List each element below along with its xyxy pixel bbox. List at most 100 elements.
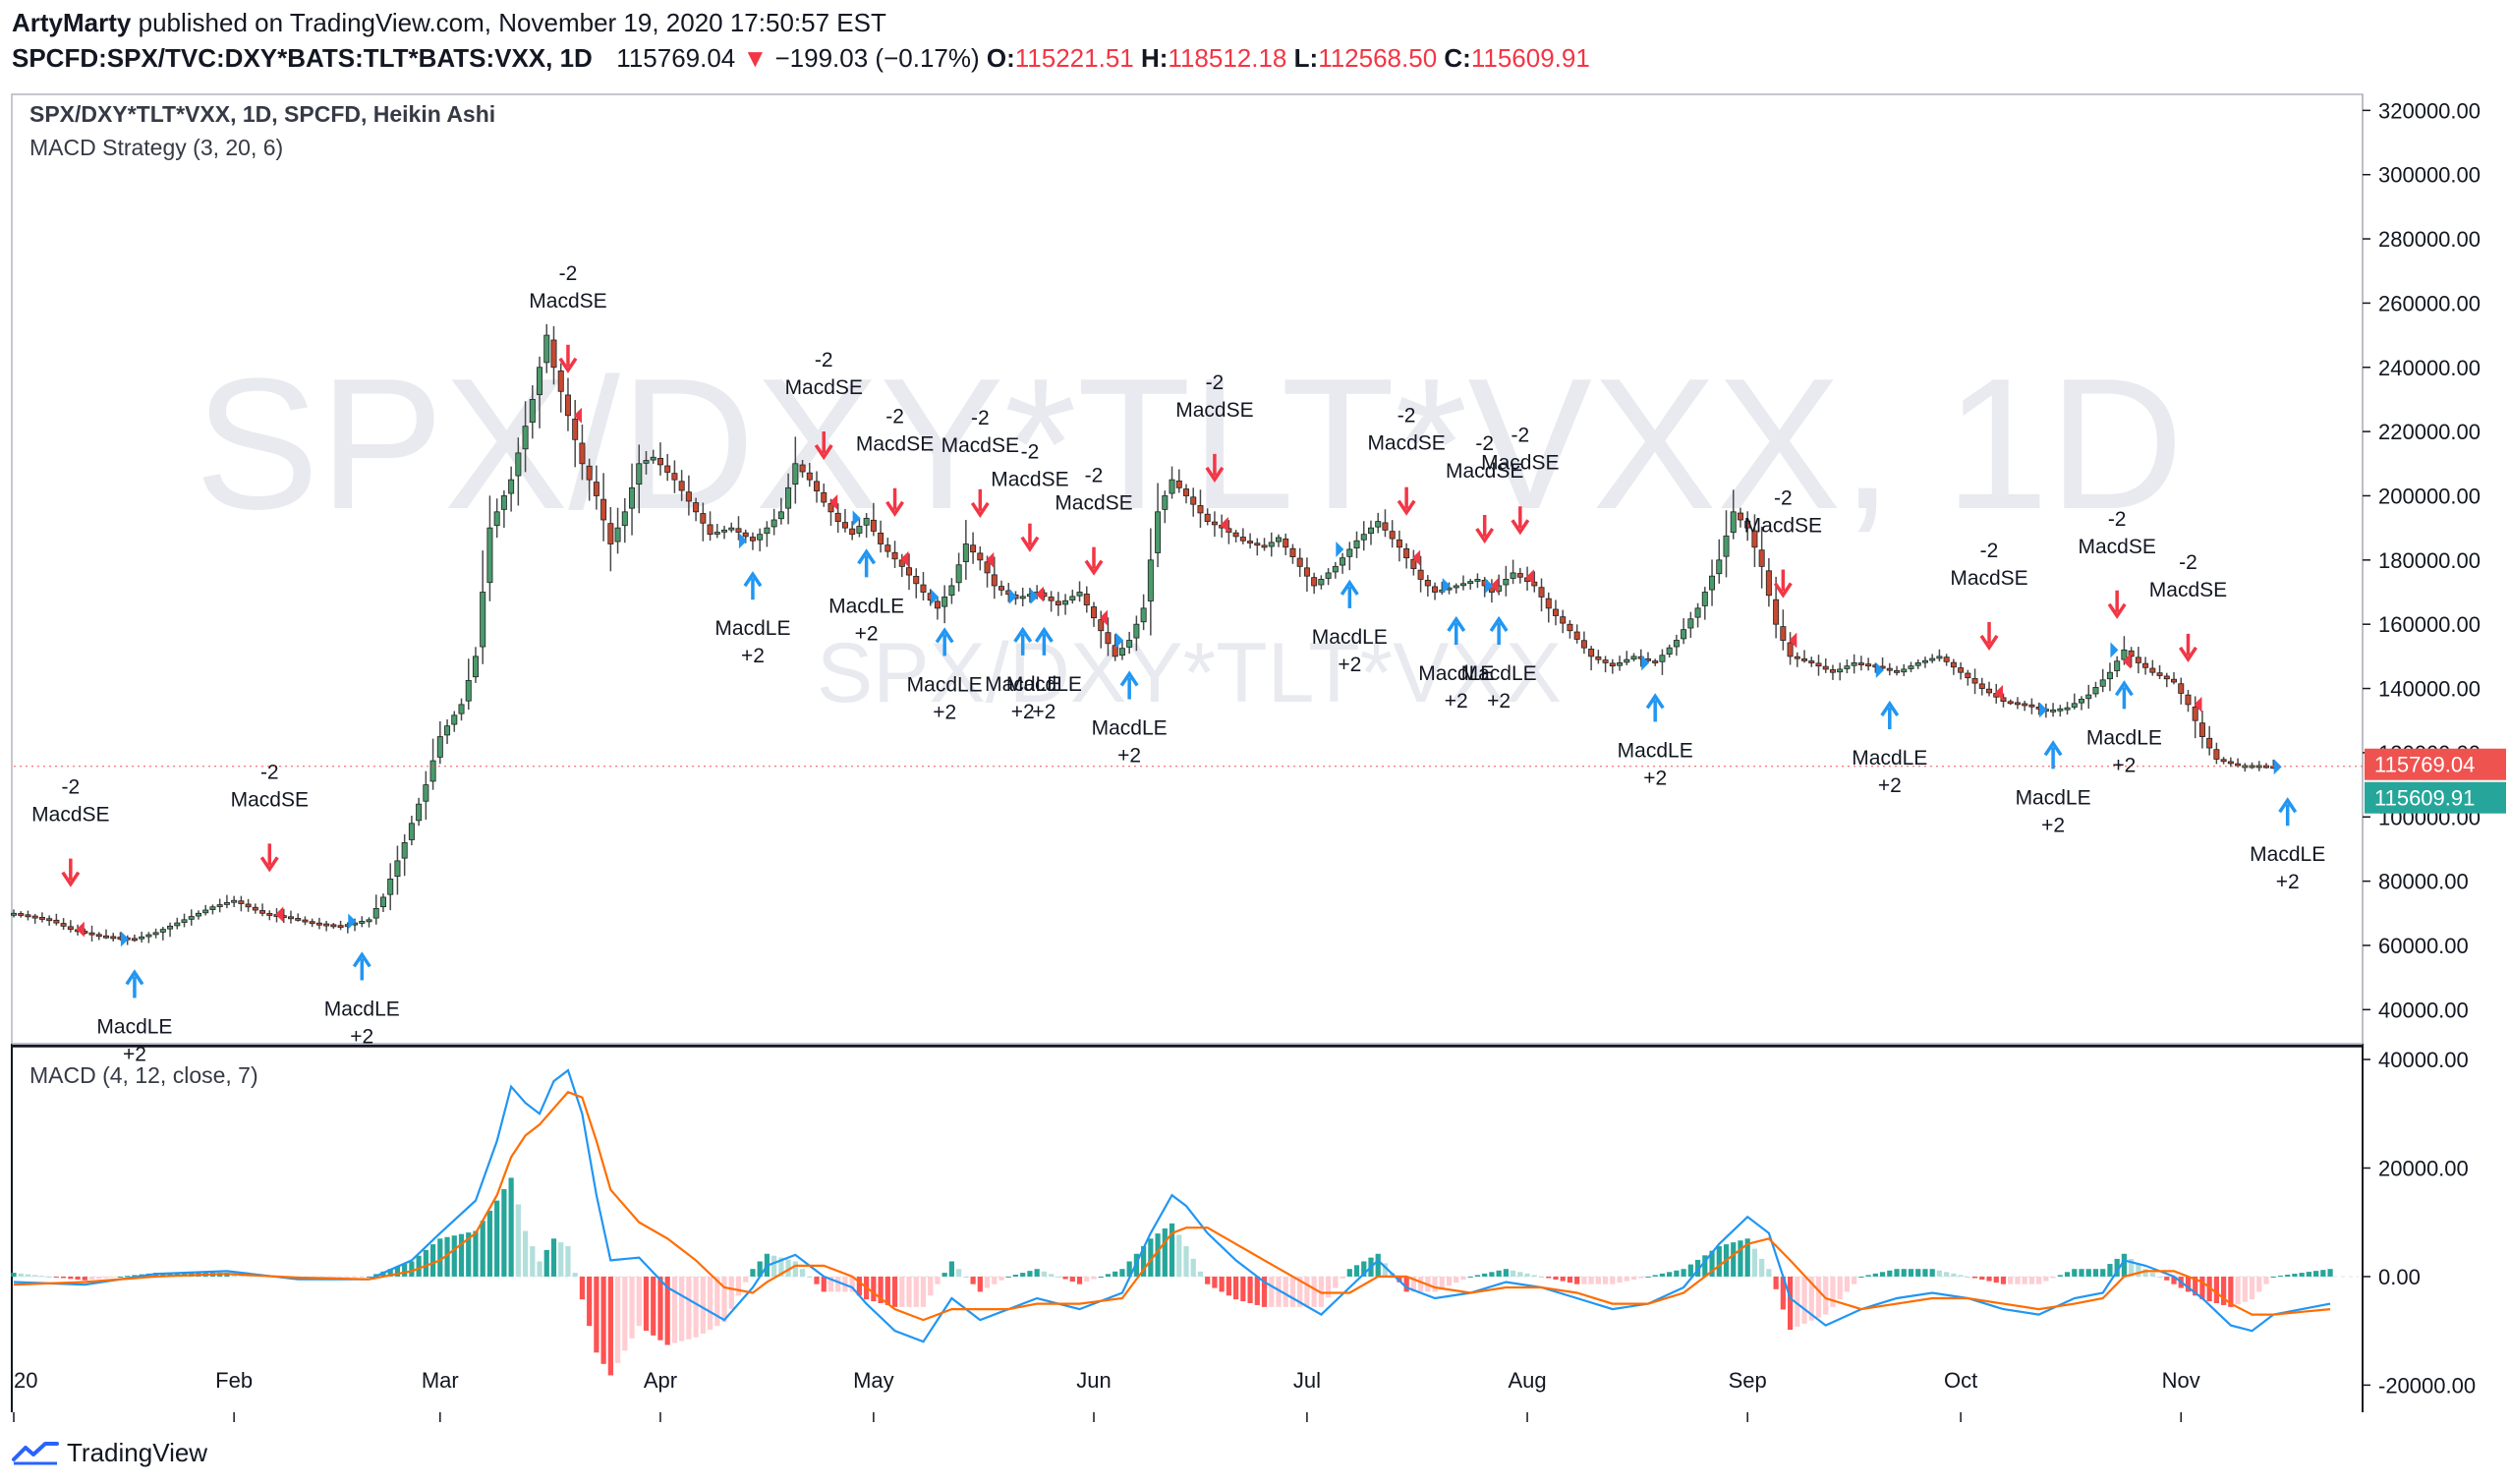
short-entry-marker-icon bbox=[1995, 684, 2004, 701]
macd-histogram-bar bbox=[1326, 1276, 1332, 1298]
candle-body bbox=[1133, 623, 1140, 639]
macd-histogram-bar bbox=[32, 1275, 38, 1277]
short-entry-marker-icon bbox=[573, 407, 582, 424]
macd-histogram-bar bbox=[1212, 1276, 1218, 1288]
candle-body bbox=[394, 860, 401, 878]
macd-legend[interactable]: MACD (4, 12, close, 7) bbox=[29, 1062, 258, 1088]
candle-body bbox=[1403, 547, 1410, 559]
candle-body bbox=[1247, 541, 1254, 543]
time-tick-label: Sep bbox=[1729, 1368, 1767, 1393]
footer-brand[interactable]: TradingView bbox=[12, 1433, 207, 1472]
candle-body bbox=[2071, 703, 2078, 708]
candle-body bbox=[550, 339, 557, 369]
candle-body bbox=[1467, 581, 1474, 585]
candle-body bbox=[1681, 629, 1687, 640]
author-name[interactable]: ArtyMarty bbox=[12, 8, 132, 37]
macd-histogram-bar bbox=[1766, 1269, 1772, 1277]
macd-histogram-bar bbox=[530, 1246, 536, 1277]
macd-histogram-bar bbox=[1005, 1276, 1011, 1278]
candle-body bbox=[1652, 660, 1659, 663]
candle-body bbox=[436, 736, 443, 758]
watermark-big-text: SPX/DXY*TLT*VXX, 1D bbox=[195, 340, 2184, 548]
macd-histogram-bar bbox=[2285, 1275, 2291, 1277]
candle-body bbox=[693, 502, 700, 513]
time-axis: 20 Feb Mar Apr May Jun Jul Aug Sep Oct Nov bbox=[13, 1368, 2200, 1422]
macd-histogram-bar bbox=[956, 1269, 962, 1277]
macd-histogram-bar bbox=[1638, 1276, 1644, 1279]
candle-body bbox=[152, 932, 159, 936]
candle-body bbox=[1567, 623, 1573, 632]
candle-body bbox=[1239, 537, 1246, 542]
candle-body bbox=[1694, 607, 1701, 618]
short-arrow-head-icon bbox=[885, 500, 905, 517]
macd-histogram-bar bbox=[1617, 1276, 1623, 1284]
candle-body bbox=[1773, 599, 1780, 625]
watermark-small-text: SPX/DXY*TLT*VXX bbox=[817, 626, 1562, 720]
candle-body bbox=[1737, 512, 1743, 521]
candle-body bbox=[863, 517, 870, 526]
macd-histogram-bar bbox=[743, 1276, 749, 1283]
macd-histogram-bar bbox=[906, 1276, 912, 1307]
candle-body bbox=[600, 498, 607, 521]
candle-body bbox=[607, 523, 614, 544]
macd-histogram-bar bbox=[486, 1210, 493, 1277]
macd-histogram-bar bbox=[664, 1276, 670, 1345]
macd-histogram-bar bbox=[1908, 1269, 1914, 1277]
long-arrow-head-icon bbox=[743, 571, 763, 588]
macd-histogram-bar bbox=[1311, 1276, 1317, 1307]
candle-body bbox=[2213, 749, 2220, 760]
short-entry-marker-icon bbox=[1525, 569, 1534, 586]
macd-histogram-bar bbox=[1474, 1275, 1481, 1277]
candle-body bbox=[2135, 656, 2141, 663]
macd-histogram-bar bbox=[345, 1276, 351, 1278]
candle-body bbox=[564, 394, 571, 417]
macd-histogram-bar bbox=[1815, 1276, 1822, 1318]
macd-histogram-bar bbox=[1808, 1276, 1814, 1321]
candle-body bbox=[1346, 548, 1353, 557]
macd-histogram-bar bbox=[1304, 1276, 1310, 1307]
short-signal-label: MacdSE bbox=[1367, 432, 1445, 455]
short-arrow-head-icon bbox=[1979, 634, 1999, 652]
candle-body bbox=[1098, 619, 1105, 632]
candle-body bbox=[2114, 660, 2121, 671]
long-signal-qty: +2 bbox=[1643, 767, 1667, 789]
macd-axis: -20000.00 0.00 20000.00 40000.00 bbox=[2363, 1048, 2476, 1398]
macd-histogram-bar bbox=[1276, 1276, 1282, 1307]
short-signal-qty: -2 bbox=[1475, 432, 1494, 455]
short-entry-marker-icon bbox=[1100, 609, 1109, 626]
candle-body bbox=[1140, 607, 1147, 623]
macd-histogram-bar bbox=[2121, 1253, 2128, 1277]
candle-body bbox=[1617, 662, 1624, 666]
long-entry-marker-icon bbox=[1336, 541, 1344, 557]
long-entry-marker-icon bbox=[348, 913, 357, 930]
macd-histogram-bar bbox=[1894, 1269, 1900, 1277]
candle-body bbox=[2079, 699, 2085, 704]
candle-body bbox=[1147, 559, 1154, 601]
macd-histogram-bar bbox=[1687, 1264, 1693, 1277]
candle-body bbox=[1211, 521, 1218, 526]
candle-body bbox=[2007, 701, 2014, 705]
main-legend-title[interactable]: SPX/DXY*TLT*VXX, 1D, SPCFD, Heikin Ashi bbox=[29, 101, 495, 127]
macd-histogram-bar bbox=[629, 1276, 635, 1339]
candle-body bbox=[2022, 703, 2028, 707]
price-labels: 115769.04 115609.91 bbox=[14, 748, 2506, 814]
macd-histogram-bar bbox=[337, 1276, 344, 1278]
strategy-legend[interactable]: MACD Strategy (3, 20, 6) bbox=[29, 135, 283, 160]
long-signal-label: MacdLE bbox=[828, 595, 904, 617]
candle-body bbox=[1204, 513, 1211, 523]
macd-histogram-bar bbox=[1510, 1270, 1516, 1277]
short-signal-qty: -2 bbox=[1021, 441, 1040, 464]
chart-svg[interactable]: SPX/DXY*TLT*VXX, 1D SPX/DXY*TLT*VXX 4000… bbox=[0, 90, 2510, 1432]
candle-body bbox=[2000, 697, 2007, 703]
short-signal-label: MacdSE bbox=[231, 788, 309, 811]
macd-histogram-bar bbox=[1630, 1276, 1637, 1281]
candle-body bbox=[629, 486, 636, 509]
short-arrow-head-icon bbox=[1084, 559, 1104, 576]
short-entry-marker-icon bbox=[275, 906, 284, 923]
watermark: SPX/DXY*TLT*VXX, 1D SPX/DXY*TLT*VXX bbox=[195, 340, 2184, 720]
long-signal-qty: +2 bbox=[1878, 774, 1902, 797]
macd-histogram-bar bbox=[2064, 1272, 2071, 1277]
short-arrow-head-icon bbox=[814, 444, 833, 461]
macd-histogram-bar bbox=[1353, 1265, 1360, 1277]
candle-body bbox=[2057, 708, 2064, 712]
